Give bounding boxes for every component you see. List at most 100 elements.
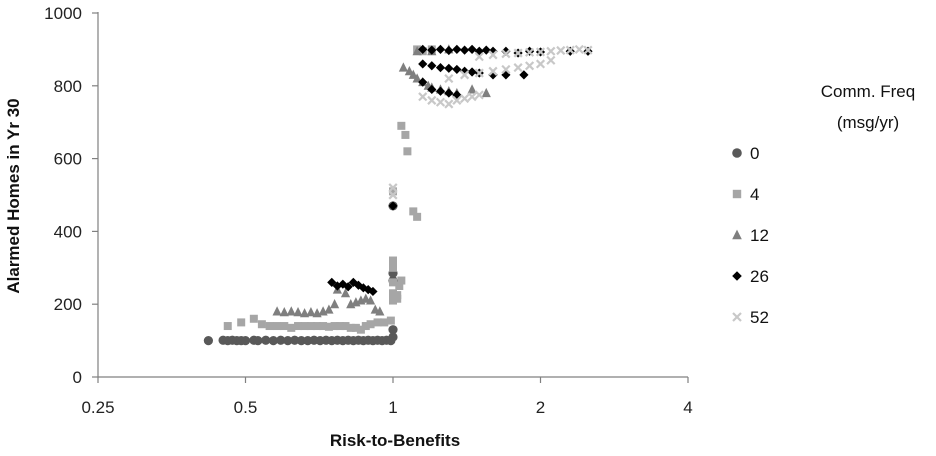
x-marker-stroke xyxy=(535,59,546,69)
data-point xyxy=(389,256,397,265)
legend: Comm. Freq (msg/yr) 0 4 12 26 52 xyxy=(732,82,915,327)
data-point xyxy=(351,323,360,332)
data-point xyxy=(286,306,296,316)
data-point xyxy=(444,99,454,109)
x-marker-stroke xyxy=(583,45,593,55)
data-point xyxy=(203,336,213,346)
data-point xyxy=(397,121,406,130)
data-point xyxy=(583,45,593,55)
series-26 xyxy=(327,44,593,297)
data-point xyxy=(501,46,511,56)
data-point xyxy=(435,86,446,96)
data-point xyxy=(290,335,300,345)
data-point xyxy=(546,46,556,56)
data-point xyxy=(467,44,477,54)
data-point xyxy=(467,92,477,102)
data-point xyxy=(535,59,546,69)
data-point xyxy=(365,295,376,305)
legend-item-0: 0 xyxy=(732,144,759,163)
data-point xyxy=(361,322,370,331)
data-point xyxy=(395,282,404,290)
data-point xyxy=(389,187,397,196)
data-point xyxy=(418,59,428,69)
data-point xyxy=(401,130,410,139)
data-point xyxy=(341,322,350,331)
x-marker-stroke xyxy=(525,61,535,71)
data-point xyxy=(368,286,378,297)
data-point xyxy=(501,64,511,74)
data-point xyxy=(272,306,282,316)
data-point xyxy=(427,84,437,95)
data-point xyxy=(330,299,340,309)
series-12 xyxy=(272,44,491,318)
data-point xyxy=(299,308,310,318)
data-point xyxy=(435,97,446,107)
data-point xyxy=(343,282,353,292)
x-tick-labels: 0.25 0.5 1 2 4 xyxy=(81,398,692,417)
data-point xyxy=(249,314,258,323)
data-point xyxy=(283,336,293,346)
x-marker-stroke xyxy=(474,52,484,62)
data-point xyxy=(427,45,437,55)
data-point xyxy=(279,307,289,317)
data-point xyxy=(397,276,406,285)
data-point xyxy=(418,44,428,54)
data-point xyxy=(535,47,546,57)
data-point xyxy=(380,318,389,327)
x-marker-stroke xyxy=(488,66,498,76)
x-marker-stroke xyxy=(488,50,498,60)
data-point xyxy=(366,320,375,329)
legend-marker xyxy=(732,312,742,322)
x-marker-stroke xyxy=(427,95,437,105)
x-marker-stroke xyxy=(460,93,470,104)
x-tick-label: 0.5 xyxy=(234,398,258,417)
x-marker-stroke xyxy=(565,45,575,55)
data-point xyxy=(313,322,322,331)
data-point xyxy=(237,318,246,327)
x-marker-stroke xyxy=(467,92,477,102)
data-point xyxy=(373,318,382,327)
y-tick-label: 0 xyxy=(73,368,82,387)
data-point xyxy=(556,45,566,56)
data-point xyxy=(268,336,278,346)
x-marker-stroke xyxy=(474,68,484,78)
x-marker-stroke xyxy=(513,48,523,58)
data-point xyxy=(565,45,575,55)
x-marker-stroke xyxy=(574,44,584,54)
data-point xyxy=(336,322,345,331)
data-point xyxy=(388,201,398,211)
data-point xyxy=(467,67,477,77)
data-point xyxy=(474,52,484,62)
data-point xyxy=(324,322,333,331)
data-point xyxy=(240,336,251,346)
data-point xyxy=(398,62,408,72)
data-point xyxy=(418,92,428,102)
data-point xyxy=(513,63,523,73)
data-point xyxy=(330,322,339,331)
data-point xyxy=(435,44,446,54)
data-points xyxy=(203,44,593,346)
x-marker-stroke xyxy=(452,95,462,105)
data-point xyxy=(501,49,511,59)
data-point xyxy=(388,190,398,200)
data-point xyxy=(294,322,303,331)
legend-item-26: 26 xyxy=(732,267,769,286)
data-point xyxy=(388,325,398,335)
data-point xyxy=(525,61,535,71)
data-point xyxy=(467,84,477,94)
legend-marker xyxy=(732,148,742,158)
x-marker-stroke xyxy=(460,70,470,80)
data-point xyxy=(356,325,365,334)
x-marker-stroke xyxy=(546,55,556,65)
y-tick-label: 1000 xyxy=(44,4,82,23)
data-point xyxy=(574,44,584,54)
data-point xyxy=(513,48,523,58)
data-point xyxy=(452,64,462,75)
data-point xyxy=(393,291,402,300)
axes xyxy=(92,12,689,383)
legend-title-line-2: (msg/yr) xyxy=(837,113,899,132)
data-point xyxy=(418,77,428,87)
x-axis-title: Risk-to-Benefits xyxy=(330,431,460,450)
